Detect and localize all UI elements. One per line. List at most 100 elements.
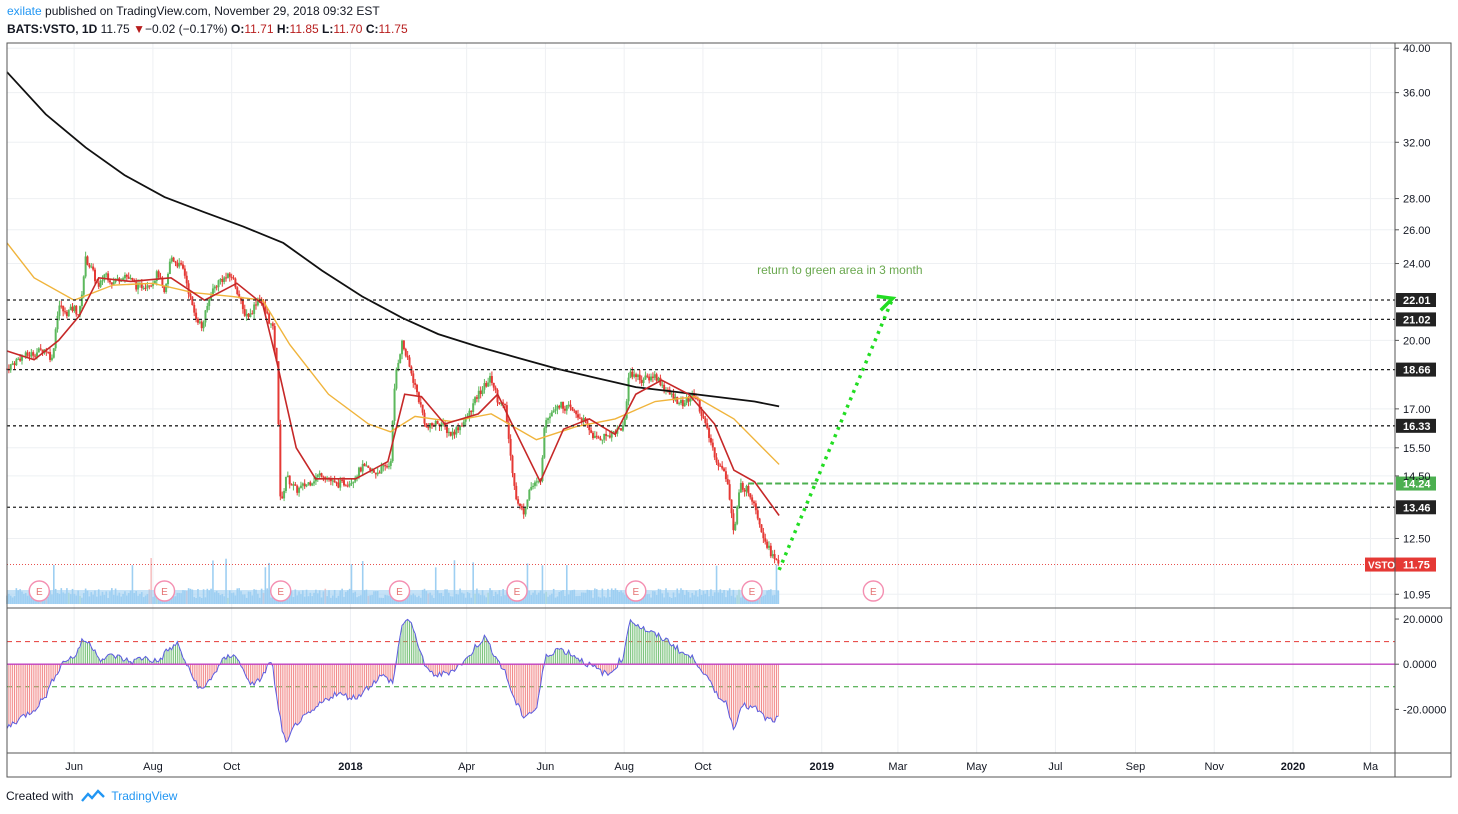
candle-body [713,447,716,458]
candle-body [588,425,591,431]
level-label: 21.02 [1403,314,1431,326]
candle-body [299,485,302,488]
candle-body [77,314,80,316]
osc-tick-label: 0.0000 [1403,659,1437,671]
candle-body [597,436,600,439]
candle-body [217,280,220,288]
candle-body [307,482,310,485]
candle-body [595,435,598,437]
candle-body [273,326,276,348]
osc-tick-label: 20.0000 [1403,614,1443,626]
candle-body [241,300,244,310]
x-tick-label: Jun [65,761,83,773]
candle-body [60,305,63,307]
candle-body [290,484,293,486]
y-tick-label: 15.50 [1403,443,1431,455]
candle-body [451,431,454,436]
candle-body [112,282,115,285]
candle-body [412,373,415,383]
candle-body [144,287,147,289]
candle-body [127,276,130,279]
candle-body [37,348,40,353]
candle-body [580,418,583,423]
candle-body [535,481,538,483]
candle-body [457,427,460,431]
candle-body [483,383,486,390]
candle-body [736,506,739,524]
candle-body [406,355,409,358]
candle-body [689,398,692,402]
candle-body [228,273,231,277]
candle-body [324,477,327,479]
candle-body [313,481,316,484]
candle-body [279,424,282,497]
candle-body [475,397,478,399]
x-tick-label: Oct [223,761,240,773]
candle-body [556,405,559,410]
candle-body [269,323,272,325]
earnings-icon [862,580,885,602]
candle-body [389,461,392,466]
candle-body [56,315,59,330]
candle-body [103,274,106,281]
candle-body [434,420,437,426]
candle-body [430,423,433,426]
candle-body [372,470,375,473]
candle-body [766,541,769,548]
earnings-icon [741,580,763,602]
open-label: O: [231,22,245,36]
earnings-label: E [396,587,403,598]
x-tick-label: Aug [614,761,634,773]
x-tick-label: Mar [888,761,907,773]
candle-body [202,322,205,329]
candle-body [363,463,366,467]
candle-body [509,438,512,456]
candle-body [724,471,727,480]
level-label-box [1396,418,1436,433]
candle-body [479,390,482,395]
candle-body [264,304,267,312]
candle-body [764,538,767,542]
candle-body [481,389,484,395]
author-name[interactable]: exilate [7,4,42,18]
candle-body [211,288,214,296]
tradingview-link[interactable]: TradingView [111,789,178,803]
candle-body [655,374,658,381]
candle-body [749,493,752,498]
last-price: 11.75 [100,22,130,36]
candle-body [543,428,546,458]
candle-body [17,358,20,360]
x-tick-label: Jul [1048,761,1062,773]
y-tick-label: 28.00 [1403,194,1431,206]
candle-body [253,304,256,314]
candle-body [232,277,235,279]
candle-body [526,499,529,507]
candle-body [401,340,404,355]
volume-bar [541,565,544,604]
candle-body [754,503,757,511]
low-value: 11.70 [333,22,363,36]
candle-body [395,369,398,389]
ma-short-line [6,276,780,516]
candle-body [350,483,353,485]
candle-body [522,508,525,515]
candle-body [683,402,686,407]
earnings-label: E [749,587,756,598]
earnings-icon [625,580,647,602]
tradingview-logo-icon[interactable] [81,789,106,803]
candle-body [530,486,533,490]
candle-body [281,496,284,499]
candle-body [170,257,173,262]
candle-body [382,465,385,467]
candle-body [303,483,306,487]
candle-body [562,401,565,409]
candle-body [62,305,65,312]
annotation-text: return to green area in 3 month [757,263,922,277]
candle-body [700,411,703,417]
candle-body [146,285,149,288]
candle-body [577,414,580,418]
candle-body [693,393,696,398]
candle-body [114,280,117,283]
candle-body [47,351,50,353]
